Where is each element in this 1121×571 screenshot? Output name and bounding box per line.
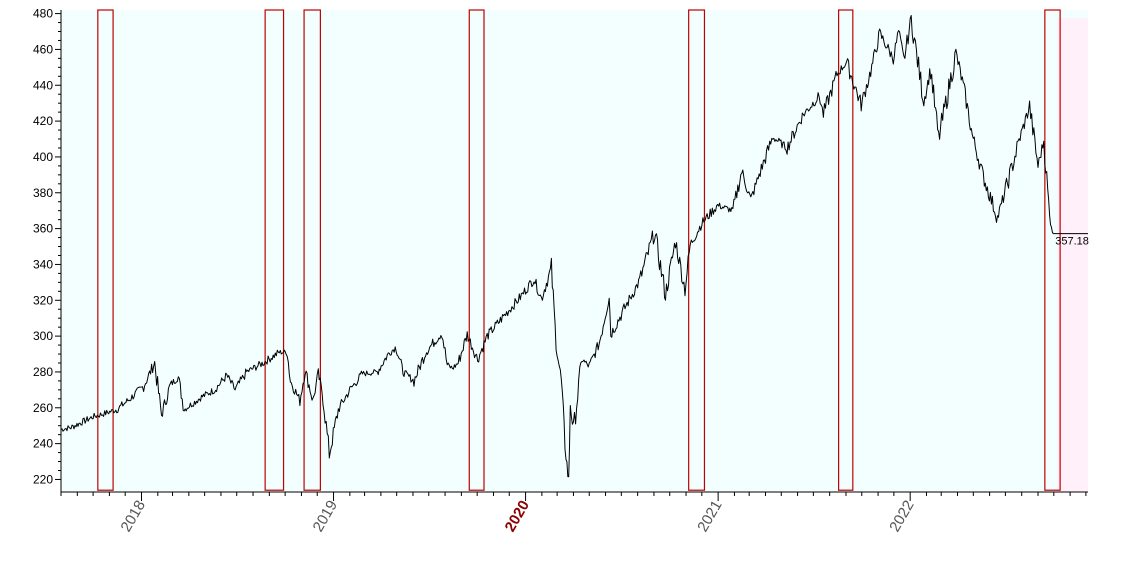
signal-band-7: [1044, 9, 1061, 491]
last-value-marker: 357.18: [1053, 233, 1089, 248]
signal-band-6: [838, 9, 854, 491]
price-series: [60, 15, 1054, 478]
y-tick-label: 360: [33, 222, 53, 236]
plot-area-background: [61, 10, 1088, 492]
y-tick-label: 340: [33, 257, 53, 271]
x-tick-label: 2022: [886, 498, 917, 535]
x-tick-label: 2021: [694, 498, 725, 535]
y-tick-label: 380: [33, 186, 53, 200]
y-tick-label: 400: [33, 150, 53, 164]
y-tick-label: 460: [33, 42, 53, 56]
y-tick-label: 320: [33, 293, 53, 307]
x-tick-label: 2020: [502, 498, 533, 535]
y-axis-ticks: 220 240 260 280 300 320 340 360 380 400 420 440 460 4…: [33, 7, 61, 486]
y-tick-label: 220: [33, 472, 53, 486]
signal-band-4: [468, 9, 485, 491]
signal-bands: [97, 9, 1061, 491]
future-area-background: [1056, 18, 1088, 492]
signal-band-1: [97, 9, 114, 491]
y-tick-label: 480: [33, 7, 53, 21]
signal-band-5: [688, 9, 706, 491]
y-tick-label: 420: [33, 114, 53, 128]
signal-band-2: [264, 9, 285, 491]
y-tick-label: 300: [33, 329, 53, 343]
y-tick-label: 260: [33, 401, 53, 415]
price-line: [60, 15, 1054, 478]
y-tick-label: 280: [33, 365, 53, 379]
x-tick-label: 2018: [118, 498, 149, 535]
y-tick-label: 240: [33, 437, 53, 451]
x-tick-label: 2019: [310, 498, 341, 535]
x-axis-ticks: 2018 2019 2020 2021 2022: [60, 492, 1087, 535]
last-value-label: 357.18: [1055, 236, 1089, 248]
signal-band-3: [303, 9, 321, 491]
y-tick-label: 440: [33, 78, 53, 92]
